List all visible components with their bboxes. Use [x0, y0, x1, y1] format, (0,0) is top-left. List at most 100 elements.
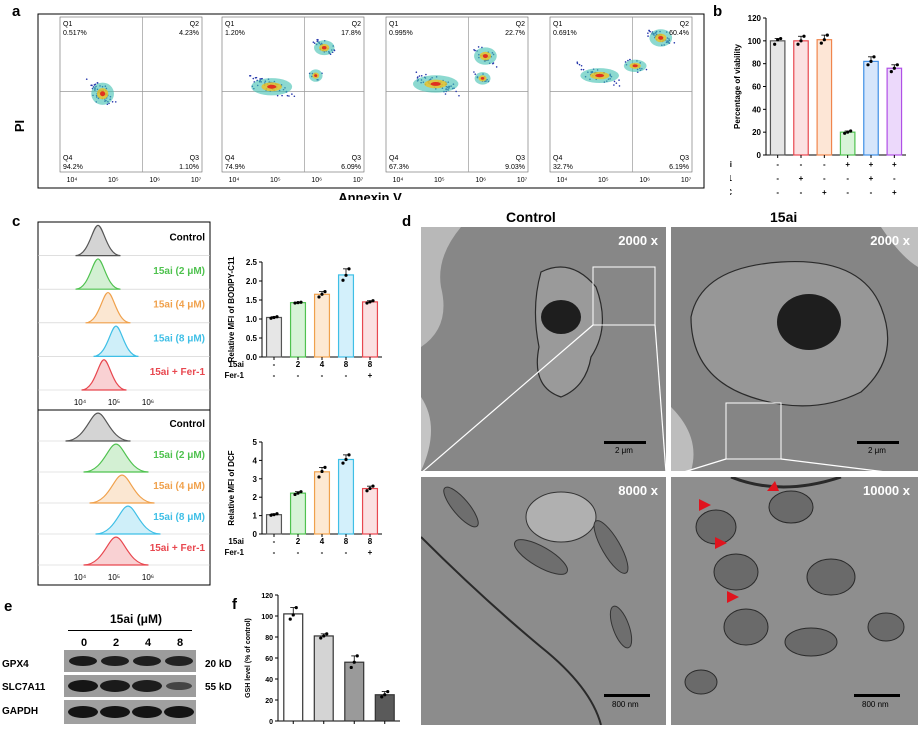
condition-sign: - — [776, 174, 779, 183]
condition-sign: + — [368, 548, 373, 557]
flow-dot — [492, 62, 495, 64]
y-axis-label: Percentage of viability — [733, 43, 742, 128]
band — [132, 680, 162, 692]
data-point — [779, 36, 783, 41]
flow-dot — [473, 71, 475, 73]
scale-label: 2 μm — [868, 446, 886, 455]
mitochondrion — [806, 558, 856, 596]
x-tick-label: 10⁶ — [149, 177, 160, 184]
data-point — [365, 489, 369, 493]
y-tick-label: 1.0 — [246, 315, 258, 324]
histogram-curve — [95, 505, 161, 535]
data-point — [866, 63, 870, 67]
bar — [769, 40, 786, 156]
data-point — [293, 492, 297, 497]
quadrant-name: Q3 — [352, 155, 361, 162]
flow-dot — [580, 64, 583, 67]
row-label: Fer-1 — [224, 371, 244, 380]
x-tick-label: 10⁵ — [108, 398, 120, 407]
flow-dot — [293, 95, 296, 98]
quadrant-name: Q1 — [553, 21, 562, 28]
data-point — [269, 316, 273, 320]
quadrant-name: Q1 — [63, 21, 72, 28]
histogram-curve — [75, 224, 121, 257]
x-tick-label: 10⁶ — [142, 573, 154, 582]
quadrant-value: 9.03% — [505, 164, 525, 171]
flow-dot — [415, 71, 418, 74]
quadrant-name: Q4 — [389, 155, 398, 162]
flow-dot — [615, 82, 618, 84]
em-bg-region — [421, 397, 431, 471]
y-tick-label: 80 — [752, 60, 761, 69]
condition-sign: - — [273, 548, 276, 557]
quadrant-value: 1.10% — [179, 164, 199, 171]
blot-strip — [64, 650, 196, 672]
data-point — [843, 131, 847, 135]
condition-sign: 2 — [296, 360, 301, 369]
bar — [344, 661, 365, 722]
flow-dot — [317, 39, 319, 41]
panel-c-letter: c — [12, 213, 21, 230]
x-tick-label: 10⁶ — [475, 177, 486, 184]
y-tick-label: 2.5 — [246, 258, 258, 267]
zoom-line — [670, 458, 727, 477]
scale-label: 2 μm — [615, 446, 633, 455]
condition-sign: + — [869, 174, 874, 183]
quadrant-name: Q3 — [190, 155, 199, 162]
y-tick-label: 4 — [253, 456, 258, 465]
viability-bar-chart: 0 20 40 60 80 100 120 Percentage of viability 15… — [730, 14, 906, 197]
bar — [313, 635, 334, 722]
y-tick-label: 5 — [253, 438, 258, 447]
data-point — [386, 690, 390, 694]
flow-dot — [495, 66, 498, 68]
blot-size-label: 55 kD — [205, 682, 232, 693]
bar — [863, 60, 879, 156]
data-point — [317, 295, 321, 299]
condition-sign: - — [321, 371, 324, 380]
y-tick-label: 1 — [253, 512, 258, 521]
condition-sign: + — [822, 188, 827, 197]
data-point — [825, 33, 829, 37]
data-point — [296, 301, 300, 305]
band — [68, 680, 98, 692]
flow-dot — [576, 61, 579, 63]
histogram-curve — [89, 474, 155, 504]
x-tick-label: 10⁴ — [67, 177, 78, 184]
zoom-line — [421, 324, 594, 474]
red-arrowhead-icon — [715, 537, 727, 549]
mitochondrion — [514, 539, 568, 575]
condition-sign: - — [321, 548, 324, 557]
data-point — [802, 34, 806, 38]
condition-sign: - — [297, 371, 300, 380]
flow-dot — [254, 76, 257, 79]
y-tick-label: 2.0 — [246, 277, 258, 286]
red-arrowhead-icon — [699, 499, 711, 511]
flow-dot — [312, 41, 315, 43]
x-tick-label: 10⁴ — [74, 573, 87, 582]
flow-dot — [647, 35, 649, 37]
quadrant-name: Q1 — [389, 21, 398, 28]
condition-sign: - — [870, 188, 873, 197]
condition-sign: + — [368, 371, 373, 380]
histogram-curve — [83, 536, 149, 566]
condition-sign: 4 — [320, 537, 325, 546]
histogram-legend: Control — [169, 419, 205, 430]
blot-title: 15ai (μM) — [110, 612, 163, 626]
data-point — [275, 512, 279, 516]
flow-dot — [96, 82, 99, 84]
data-point — [275, 315, 279, 319]
blot-row-label: SLC7A11 — [2, 682, 46, 693]
flow-dot — [576, 62, 579, 65]
y-tick-label: 120 — [748, 14, 762, 23]
flow-dot — [286, 94, 289, 97]
condition-sign: - — [846, 174, 849, 183]
band — [132, 706, 162, 718]
y-tick-label: 20 — [752, 128, 761, 137]
em-magnification: 8000 x — [618, 483, 658, 498]
flow-dot — [458, 94, 460, 97]
em-15ai-2000x-image — [671, 227, 918, 471]
flow-plot — [221, 16, 365, 173]
band — [165, 656, 193, 666]
y-tick-label: 2 — [253, 493, 258, 502]
